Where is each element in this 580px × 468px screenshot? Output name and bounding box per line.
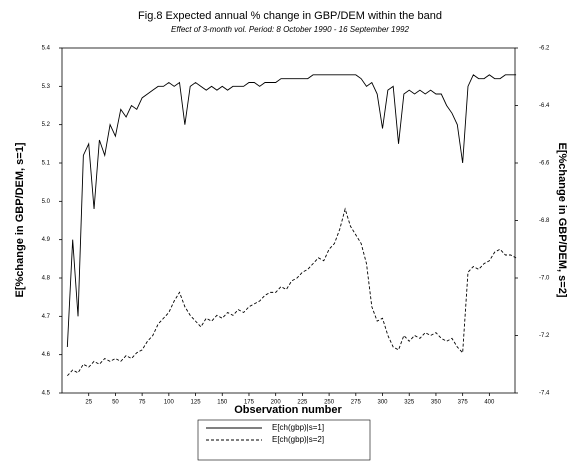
x-tick-label: 175 xyxy=(244,400,255,406)
y-tick-label: 5.2 xyxy=(42,122,51,128)
x-tick-label: 350 xyxy=(431,400,442,406)
series-line xyxy=(66,74,517,348)
y-tick-label: 4.8 xyxy=(42,276,51,282)
y2-tick-label: -6.4 xyxy=(539,103,550,109)
x-tick-label: 125 xyxy=(191,400,202,406)
chart-subtitle: Effect of 3-month vol. Period: 8 October… xyxy=(171,25,409,34)
chart-title: Fig.8 Expected annual % change in GBP/DE… xyxy=(138,10,442,22)
y2-axis-label: E[%change in GBP/DEM, s=2] xyxy=(556,143,568,298)
x-tick-label: 200 xyxy=(271,400,282,406)
x-tick-label: 25 xyxy=(85,400,92,406)
x-tick-label: 375 xyxy=(458,400,469,406)
x-tick-label: 100 xyxy=(164,400,175,406)
y-tick-label: 5.4 xyxy=(42,46,51,52)
x-tick-label: 150 xyxy=(217,400,228,406)
legend-label: E[ch(gbp)|s=1] xyxy=(272,423,324,432)
x-tick-label: 50 xyxy=(112,400,119,406)
x-tick-label: 75 xyxy=(139,400,146,406)
y-axis-label: E[%change in GBP/DEM, s=1] xyxy=(14,142,26,297)
y-tick-label: 4.5 xyxy=(42,391,51,397)
y-tick-label: 4.7 xyxy=(42,314,51,320)
y2-tick-label: -7.0 xyxy=(539,276,550,282)
x-tick-label: 325 xyxy=(404,400,415,406)
y-tick-label: 4.9 xyxy=(42,237,51,243)
legend-label: E[ch(gbp)|s=2] xyxy=(272,435,324,444)
y-tick-label: 5.0 xyxy=(42,199,51,205)
x-tick-label: 400 xyxy=(484,400,495,406)
y2-tick-label: -6.6 xyxy=(539,161,550,167)
x-tick-label: 275 xyxy=(351,400,362,406)
y2-tick-label: -6.2 xyxy=(539,46,550,52)
series-line xyxy=(67,207,517,377)
y-tick-label: 5.1 xyxy=(42,161,51,167)
x-tick-label: 250 xyxy=(324,400,335,406)
y2-tick-label: -7.4 xyxy=(539,391,550,397)
x-axis-label: Observation number xyxy=(234,404,342,416)
y-tick-label: 5.3 xyxy=(42,84,51,90)
y2-tick-label: -7.2 xyxy=(539,333,550,339)
y-tick-label: 4.6 xyxy=(42,352,51,358)
x-tick-label: 300 xyxy=(378,400,389,406)
y2-tick-label: -6.8 xyxy=(539,218,550,224)
x-tick-label: 225 xyxy=(297,400,308,406)
